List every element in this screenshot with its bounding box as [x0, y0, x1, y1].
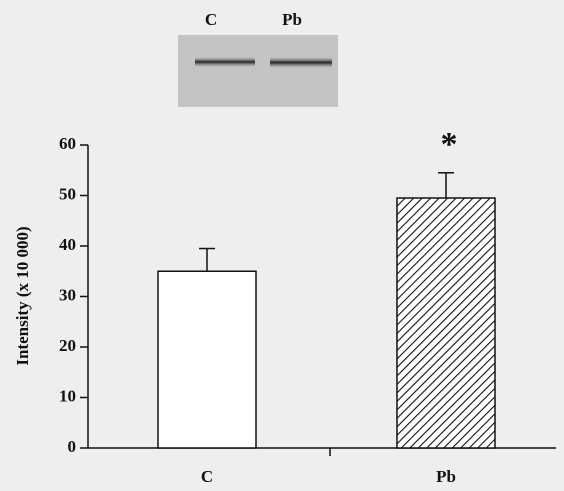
y-tick-label: 20	[59, 336, 76, 355]
bar	[397, 198, 495, 448]
x-tick-label: C	[201, 467, 213, 486]
y-tick-label: 30	[59, 285, 76, 304]
y-tick-label: 40	[59, 235, 76, 254]
figure: C Pb Intensity (x 10 000) * 0 10 20 30 40 50 6…	[0, 0, 564, 491]
inset-label: Pb	[282, 10, 302, 29]
y-tick-label: 0	[68, 437, 77, 456]
significance-annotation: *	[441, 126, 458, 163]
y-tick-label: 50	[59, 184, 76, 203]
x-tick-label: Pb	[436, 467, 456, 486]
blot-image	[178, 35, 338, 107]
bar	[158, 271, 256, 448]
y-axis-label: Intensity (x 10 000)	[13, 226, 32, 365]
y-tick-label: 60	[59, 134, 76, 153]
inset-label: C	[205, 10, 217, 29]
y-tick-label: 10	[59, 386, 76, 405]
